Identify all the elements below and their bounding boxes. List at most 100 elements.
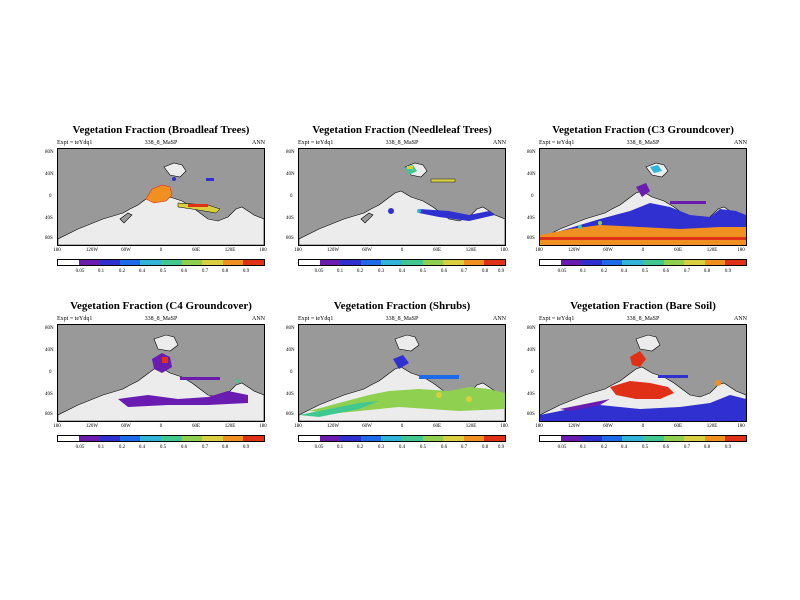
landmass [58,190,264,245]
panel-title: Vegetation Fraction (Shrubs) [333,300,471,312]
x-axis-label: 0 [400,248,404,253]
scale-swatch [58,260,79,265]
season-label: ANN [252,316,265,322]
landmass-north [153,334,179,352]
scale-label: 0.8 [221,445,229,450]
x-axis-label: 60E [191,248,201,253]
scale-swatch [243,260,264,265]
scale-label: 0.6 [662,445,670,450]
scale-swatch [540,436,561,441]
scale-label: 0.9 [724,269,732,274]
scale-label: 0.05 [314,269,324,274]
panel-title: Vegetation Fraction (Bare Soil) [570,300,716,312]
x-axis-label: 60W [121,248,131,253]
color-scale-bar [298,259,506,266]
map-panel-bare-soil: Vegetation Fraction (Bare Soil) Expt = t… [527,300,747,452]
scale-swatch [642,436,664,441]
y-axis-label: 0 [290,194,293,199]
scale-label: 0.5 [641,445,649,450]
run-label: 338_8_MaSP [385,316,419,322]
scale-label: 0.5 [159,445,167,450]
y-axis-label: 0 [49,194,52,199]
y-axis-label: 40S [286,216,294,221]
scale-label: 0.9 [497,445,505,450]
scale-swatch [642,260,664,265]
x-axis-label: 120W [326,248,340,253]
x-axis-label: 60E [432,424,442,429]
scale-label: 0.5 [159,269,167,274]
scale-swatch [299,260,320,265]
x-axis-label: 60E [673,424,683,429]
map-plot [539,324,747,422]
x-axis-label: 180 [294,248,302,253]
x-axis-label: 60E [673,248,683,253]
x-axis-label: 60W [362,248,372,253]
scale-label: 0.4 [398,445,406,450]
y-axis-label: 40N [286,348,295,353]
scale-label: 0.5 [419,269,427,274]
scale-label: 0.3 [377,269,385,274]
experiment-label: Expt = teYdq1 [298,316,334,322]
y-axis-label: 80S [286,236,294,241]
y-axis-label: 40N [45,348,54,353]
x-axis-label: 180 [53,248,61,253]
panel-title: Vegetation Fraction (C3 Groundcover) [552,124,734,136]
experiment-label: Expt = teYdq1 [57,140,93,146]
scale-label: 0.05 [557,269,567,274]
scale-swatch [160,260,182,265]
y-axis-label: 80S [527,412,535,417]
scale-label: 0.05 [75,269,85,274]
scale-swatch [340,436,361,441]
scale-label: 0.8 [703,269,711,274]
scale-label: 0.9 [242,269,250,274]
scale-label: 0.4 [138,445,146,450]
y-axis-label: 40S [45,392,53,397]
scale-swatch [725,260,746,265]
region-high-value [145,184,173,204]
scale-swatch [725,436,746,441]
scale-swatch [622,260,643,265]
scale-label: 0.2 [118,269,126,274]
x-axis-label: 120E [465,424,477,429]
scale-label: 0.05 [314,445,324,450]
color-scale-bar [539,259,747,266]
season-label: ANN [493,316,506,322]
y-axis-label: 80N [45,326,54,331]
region-teal-band [299,401,379,417]
scale-swatch [181,436,203,441]
experiment-label: Expt = teYdq1 [298,140,334,146]
x-axis-label: 180 [294,424,302,429]
scale-label: 0.6 [440,269,448,274]
scale-label: 0.8 [481,269,489,274]
scale-label: 0.2 [118,445,126,450]
region-band [419,209,495,221]
region-purple-band [560,399,610,411]
region-red [610,381,674,399]
scale-swatch [140,260,161,265]
experiment-label: Expt = teYdq1 [57,316,93,322]
x-axis-label: 120E [706,424,718,429]
region-blue-band [540,395,746,421]
run-label: 338_8_MaSP [144,316,178,322]
scale-label: 0.7 [683,269,691,274]
scale-swatch [401,436,423,441]
y-axis-label: 80N [527,326,536,331]
y-axis-label: 80S [45,412,53,417]
scale-swatch [484,436,505,441]
scale-swatch [99,436,120,441]
scale-swatch [540,260,561,265]
x-axis-label: 120W [85,248,99,253]
scale-swatch [319,260,341,265]
scale-swatch [601,260,623,265]
x-axis-label: 180 [259,248,267,253]
y-axis-label: 0 [531,194,534,199]
scale-label: 0.5 [641,269,649,274]
run-label: 338_8_MaSP [626,140,660,146]
scale-swatch [463,436,485,441]
scale-label: 0.2 [600,445,608,450]
x-axis-label: 120E [224,424,236,429]
scale-label: 0.4 [398,269,406,274]
x-axis-label: 180 [535,424,543,429]
scale-swatch [684,436,705,441]
x-axis-label: 120W [567,248,581,253]
